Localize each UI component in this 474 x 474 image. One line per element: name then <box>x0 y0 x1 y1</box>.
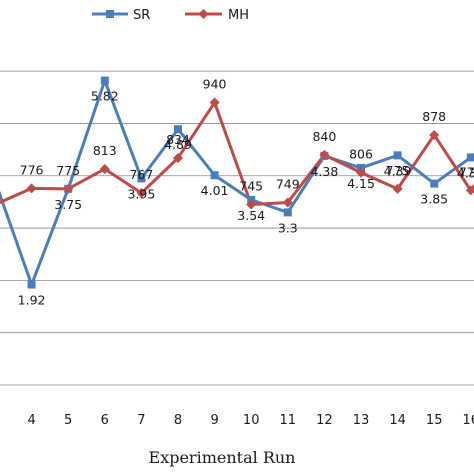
mh-point-marker <box>63 183 74 194</box>
mh-point-marker <box>429 129 440 140</box>
sr-point-marker <box>430 179 439 188</box>
x-tick-label: 11 <box>280 413 297 428</box>
data-label-mh: 772 <box>459 164 474 179</box>
series-markers <box>26 76 474 289</box>
sr-point-marker <box>27 280 36 289</box>
x-axis-tick-labels: 4 5 6 7 8 9 10 11 12 13 14 15 16 <box>27 413 474 428</box>
sr-point-marker <box>466 153 474 162</box>
data-label-mh: 749 <box>276 176 300 191</box>
x-tick-label: 13 <box>353 413 370 428</box>
x-tick-label: 4 <box>27 413 35 428</box>
data-label-mh: 940 <box>203 77 227 92</box>
data-label-mh: 776 <box>20 162 44 177</box>
sr-point-marker <box>100 76 109 85</box>
legend-mh-marker <box>198 9 209 19</box>
sr-point-marker <box>174 125 182 134</box>
data-label-sr: 4.15 <box>347 176 375 191</box>
data-label-sr: 4.01 <box>201 183 229 198</box>
x-tick-label: 15 <box>426 413 443 428</box>
data-label-sr: 4.89 <box>164 137 192 152</box>
sr-point-marker <box>210 171 219 180</box>
data-label-mh: 806 <box>349 147 373 162</box>
mh-point-marker <box>173 152 183 163</box>
mh-point-marker <box>356 167 366 178</box>
x-tick-label: 6 <box>101 413 109 428</box>
data-labels: 91.923.755.823.954.894.013.543.34.384.15… <box>18 77 474 308</box>
legend-mh-label: MH <box>228 8 249 23</box>
legend-sr-marker <box>106 10 114 18</box>
mh-point-marker <box>136 188 147 199</box>
mh-point-marker <box>99 163 110 174</box>
mh-point-marker <box>282 197 293 208</box>
data-label-mh: 767 <box>129 167 153 182</box>
mh-point-marker <box>465 185 474 196</box>
mh-point-marker <box>392 183 403 194</box>
data-label-sr: 4.38 <box>310 164 338 179</box>
data-label-mh: 745 <box>239 179 263 194</box>
data-label-sr: 3.75 <box>54 197 82 212</box>
data-label-mh: 775 <box>386 163 410 178</box>
data-label-sr: 4.39 <box>384 163 412 178</box>
data-label-sr: 3.54 <box>237 208 265 223</box>
x-tick-label: 7 <box>137 413 145 428</box>
sr-point-marker <box>137 174 146 183</box>
data-label-sr: 3.95 <box>127 186 155 201</box>
data-label-mh: 878 <box>422 109 446 124</box>
x-tick-label: 9 <box>210 413 218 428</box>
x-tick-label: 8 <box>174 413 182 428</box>
data-label-sr: 1.92 <box>18 293 46 308</box>
x-axis-title: Experimental Run <box>149 448 296 467</box>
data-label-sr: 3.3 <box>278 220 298 235</box>
x-tick-label: 14 <box>389 413 406 428</box>
data-label-mh: 840 <box>312 129 336 144</box>
gridlines <box>0 70 474 386</box>
data-label-mh: 834 <box>166 132 190 147</box>
mh-point-marker <box>26 183 37 194</box>
sr-point-marker <box>393 151 402 160</box>
x-tick-label: 5 <box>64 413 72 428</box>
x-tick-label: 16 <box>463 413 474 428</box>
mh-point-marker <box>319 149 330 160</box>
x-tick-label: 10 <box>243 413 260 428</box>
mh-point-marker <box>209 97 220 108</box>
legend-sr-label: SR <box>133 8 150 23</box>
data-label-sr: 3.85 <box>420 192 448 207</box>
data-label-mh: 775 <box>56 163 80 178</box>
mh-point-marker <box>246 199 257 210</box>
x-tick-label: 12 <box>316 413 333 428</box>
data-label-sr: 4.35 <box>457 165 474 180</box>
legend: SR MH <box>92 8 249 23</box>
data-label-sr: 5.82 <box>91 89 119 104</box>
data-label-mh: 813 <box>93 143 117 158</box>
sr-point-marker <box>283 208 292 217</box>
series-lines <box>0 79 474 287</box>
